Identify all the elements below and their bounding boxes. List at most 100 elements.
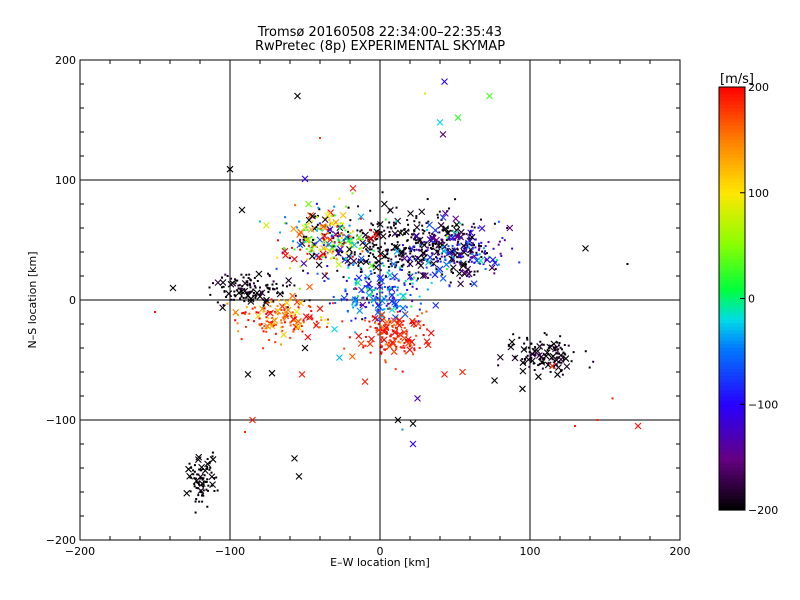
point-dot (390, 258, 393, 261)
point-dot (335, 234, 338, 237)
point-dot (405, 306, 408, 309)
point-cross-stroke (254, 312, 262, 320)
point-dot (353, 296, 356, 299)
point-cross (386, 206, 394, 214)
point-dot (369, 325, 372, 328)
point-cross-stroke (301, 223, 309, 231)
point-cross (431, 271, 439, 279)
point-dot (415, 215, 418, 218)
point-dot (402, 297, 405, 300)
point-dot (442, 242, 445, 245)
point-dot (202, 494, 205, 497)
point-dot (386, 327, 389, 330)
point-dot (401, 258, 404, 261)
point-dot (518, 336, 521, 339)
colorbar-segment (719, 192, 745, 197)
colorbar-segment (719, 439, 745, 444)
point-dot (584, 350, 587, 353)
point-cross (348, 241, 355, 249)
point-dot (478, 247, 481, 250)
point-dot (554, 349, 557, 352)
point-dot (394, 227, 397, 230)
point-dot (384, 249, 387, 252)
point-dot (411, 233, 414, 236)
point-cross-stroke (439, 274, 447, 282)
point-cross (407, 210, 414, 217)
point-dot (256, 279, 259, 282)
point-dot (320, 316, 323, 319)
colorbar-segment (719, 358, 745, 363)
point-dot (360, 268, 363, 271)
point-cross (183, 489, 191, 497)
point-dot (320, 229, 323, 232)
point-dot (257, 311, 260, 314)
point-cross (386, 271, 394, 279)
point-dot (420, 243, 423, 246)
point-dot (245, 291, 248, 294)
point-cross-stroke (402, 228, 410, 236)
point-dot (275, 267, 278, 270)
point-dot (387, 265, 390, 268)
point-dot (479, 262, 482, 265)
point-cross-stroke (337, 239, 344, 247)
point-dot (289, 267, 292, 270)
colorbar-segment (719, 213, 745, 219)
point-cross (289, 292, 296, 300)
point-cross-stroke (460, 260, 467, 268)
point-dot (366, 329, 369, 332)
point-dot (323, 224, 326, 227)
point-dot (311, 220, 314, 223)
point-dot (252, 320, 255, 323)
point-dot (547, 347, 550, 350)
point-dot (364, 317, 367, 320)
point-cross (232, 308, 240, 316)
point-dot (366, 289, 369, 292)
point-dot (471, 242, 474, 245)
point-cross-stroke (388, 297, 396, 305)
point-dot (355, 283, 358, 286)
point-dot (467, 246, 470, 249)
point-dot (429, 273, 432, 276)
point-dot (539, 340, 542, 343)
point-cross-stroke (356, 307, 364, 315)
point-dot (437, 246, 440, 249)
point-dot (395, 206, 398, 209)
point-dot (299, 265, 302, 268)
point-dot (328, 302, 331, 305)
point-dot (280, 309, 283, 312)
point-dot (539, 358, 542, 361)
point-cross-stroke (335, 249, 342, 257)
point-dot (446, 248, 449, 251)
point-cross (375, 326, 383, 334)
point-dot (475, 251, 478, 254)
point-cross (397, 229, 404, 237)
point-dot (265, 320, 268, 323)
point-cross-stroke (305, 200, 312, 208)
colorbar-segment (719, 249, 745, 254)
point-dot (377, 247, 380, 250)
point-dot (459, 263, 462, 266)
point-dot (491, 267, 494, 270)
point-dot (448, 284, 451, 287)
point-cross-stroke (256, 293, 264, 300)
point-cross (298, 371, 306, 378)
point-cross-stroke (307, 226, 315, 233)
point-dot (336, 225, 339, 228)
point-dot (518, 261, 521, 264)
point-dot (299, 248, 302, 251)
point-dot (371, 315, 374, 318)
point-cross (268, 369, 276, 377)
point-dot (190, 466, 193, 469)
point-dot (409, 343, 412, 346)
point-cross-stroke (420, 241, 428, 249)
point-dot (408, 345, 411, 348)
point-dot (441, 229, 444, 232)
point-cross (345, 237, 352, 245)
point-dot (395, 220, 398, 223)
point-cross-stroke (452, 215, 460, 223)
point-cross-stroke (204, 460, 211, 468)
colorbar-segment (719, 259, 745, 264)
point-cross-stroke (439, 214, 447, 221)
point-dot (330, 235, 333, 238)
point-dot (325, 272, 328, 275)
